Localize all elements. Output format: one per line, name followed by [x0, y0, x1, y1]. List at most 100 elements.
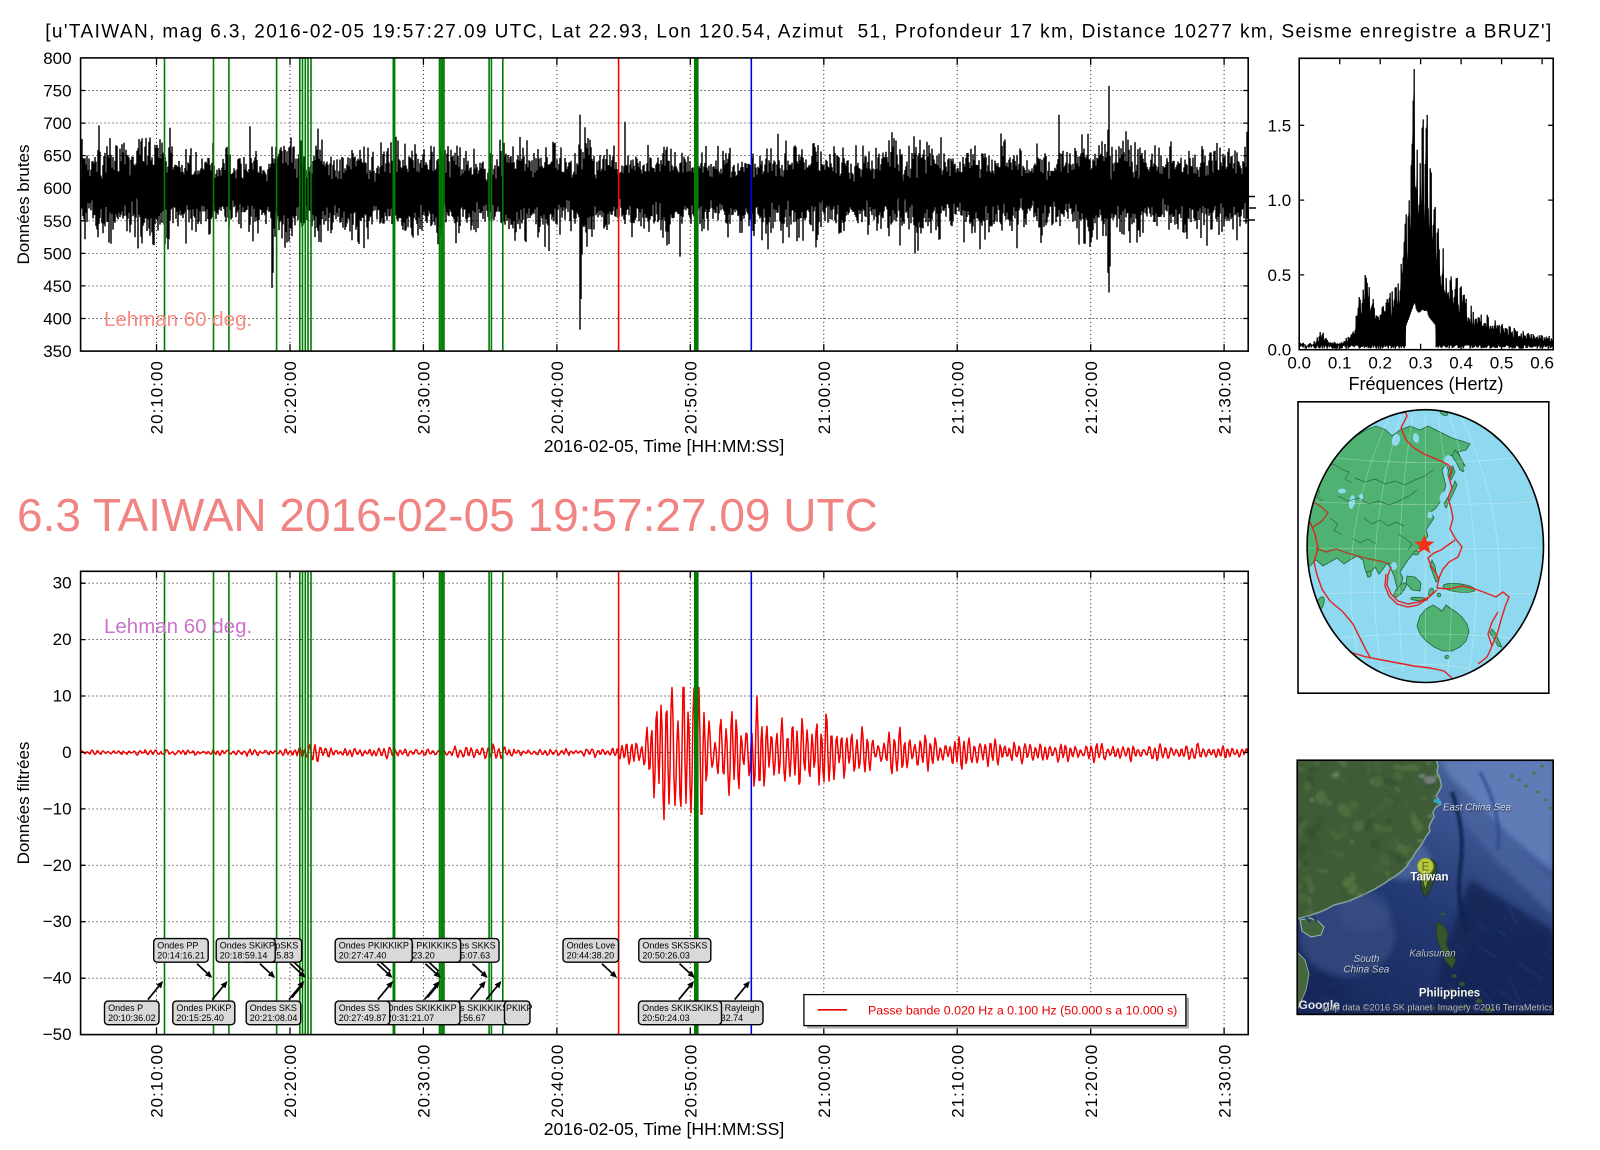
svg-text:20:35:07.63: 20:35:07.63: [443, 950, 491, 960]
svg-text:20:50:00: 20:50:00: [682, 360, 701, 434]
svg-text:−20: −20: [43, 856, 72, 875]
svg-text:0.3: 0.3: [1409, 354, 1433, 373]
svg-text:Ondes PKIKKIKP: Ondes PKIKKIKP: [339, 941, 409, 951]
svg-text:Ondes Rayleigh: Ondes Rayleigh: [696, 1003, 760, 1013]
svg-text:20:50:26.03: 20:50:26.03: [642, 950, 690, 960]
svg-text:Ondes SKiKP: Ondes SKiKP: [220, 941, 275, 951]
svg-text:20:30:00: 20:30:00: [415, 1044, 434, 1118]
svg-text:Ondes Love: Ondes Love: [567, 941, 616, 951]
svg-text:0.4: 0.4: [1449, 354, 1473, 373]
svg-text:20:50:24.03: 20:50:24.03: [642, 1013, 690, 1023]
svg-text:−30: −30: [43, 912, 72, 931]
svg-text:450: 450: [43, 277, 71, 296]
svg-text:20:35:56.67: 20:35:56.67: [438, 1013, 486, 1023]
svg-text:South: South: [1354, 954, 1380, 965]
svg-text:Lehman 60 deg.: Lehman 60 deg.: [104, 615, 252, 638]
svg-text:20: 20: [53, 630, 72, 649]
svg-text:750: 750: [43, 82, 71, 101]
svg-text:−10: −10: [43, 799, 72, 818]
svg-text:China Sea: China Sea: [1344, 965, 1390, 976]
svg-text:20:20:00: 20:20:00: [281, 360, 300, 434]
svg-text:−40: −40: [43, 969, 72, 988]
svg-text:Taiwan: Taiwan: [1411, 872, 1449, 884]
svg-text:20:27:47.40: 20:27:47.40: [339, 950, 387, 960]
svg-text:Map data ©2016 SK planet Imag: Map data ©2016 SK planet Imagery ©2016 T…: [1323, 1003, 1555, 1013]
svg-text:Taiwan: Taiwan: [1410, 872, 1448, 884]
svg-text:550: 550: [43, 212, 71, 231]
svg-text:1.0: 1.0: [1268, 191, 1292, 210]
svg-text:Ondes SKIKSKIKS: Ondes SKIKSKIKS: [642, 1003, 718, 1013]
svg-text:Ondes SKIKKIKS: Ondes SKIKKIKS: [438, 1003, 508, 1013]
svg-text:[u'TAIWAN, mag 6.3, 2016-02-05: [u'TAIWAN, mag 6.3, 2016-02-05 19:57:27.…: [45, 22, 1553, 43]
svg-text:Map data ©2016 SK planet Imag: Map data ©2016 SK planet Imagery ©2016 T…: [1322, 1003, 1554, 1013]
svg-text:20:40:00: 20:40:00: [548, 360, 567, 434]
svg-text:Ondes PP: Ondes PP: [157, 941, 198, 951]
svg-text:South: South: [1354, 955, 1380, 966]
svg-text:30: 30: [53, 574, 72, 593]
svg-text:0.2: 0.2: [1368, 354, 1392, 373]
svg-text:0.5: 0.5: [1490, 354, 1514, 373]
svg-text:Ondes PKiKP: Ondes PKiKP: [176, 1003, 231, 1013]
svg-text:Philippines: Philippines: [1419, 988, 1480, 1000]
svg-text:0.1: 0.1: [1328, 354, 1352, 373]
svg-text:650: 650: [43, 147, 71, 166]
svg-text:800: 800: [43, 49, 71, 68]
svg-text:20:21:08.04: 20:21:08.04: [250, 1013, 298, 1023]
svg-text:10: 10: [53, 687, 72, 706]
svg-text:21:00:00: 21:00:00: [815, 1044, 834, 1118]
svg-text:21:30:00: 21:30:00: [1215, 360, 1234, 434]
svg-text:Ondes SS: Ondes SS: [339, 1003, 380, 1013]
svg-text:350: 350: [43, 342, 71, 361]
svg-text:PKIKP: PKIKP: [506, 1003, 533, 1013]
svg-text:East China Sea: East China Sea: [1444, 803, 1513, 814]
svg-text:20:14:16.21: 20:14:16.21: [157, 950, 205, 960]
svg-text:20:44:38.20: 20:44:38.20: [567, 950, 615, 960]
svg-text:Données brutes: Données brutes: [14, 144, 33, 264]
svg-text:20:40:00: 20:40:00: [548, 1044, 567, 1118]
svg-text:0.0: 0.0: [1287, 354, 1311, 373]
svg-text:Kalusunan: Kalusunan: [1410, 949, 1456, 960]
svg-text:20:50:00: 20:50:00: [682, 1044, 701, 1118]
svg-text:Ondes SKIKKIKP: Ondes SKIKKIKP: [387, 1003, 457, 1013]
svg-text:700: 700: [43, 114, 71, 133]
svg-text:China Sea: China Sea: [1344, 965, 1390, 976]
svg-text:0.5: 0.5: [1268, 266, 1292, 285]
svg-text:Ondes PKIKKIKS: Ondes PKIKKIKS: [387, 941, 457, 951]
svg-text:20:10:00: 20:10:00: [148, 1044, 167, 1118]
svg-text:Ondes SKS: Ondes SKS: [250, 1003, 297, 1013]
svg-text:500: 500: [43, 244, 71, 263]
svg-text:20:31:21.07: 20:31:21.07: [387, 1013, 435, 1023]
svg-text:6.3 TAIWAN 2016-02-05 19:57:27: 6.3 TAIWAN 2016-02-05 19:57:27.09 UTC: [17, 489, 878, 541]
svg-text:Données filtrées: Données filtrées: [14, 742, 33, 865]
svg-text:20:15:25.40: 20:15:25.40: [176, 1013, 224, 1023]
svg-text:Passe bande 0.020 Hz a 0.100 H: Passe bande 0.020 Hz a 0.100 Hz (50.000 …: [868, 1003, 1177, 1017]
svg-text:600: 600: [43, 179, 71, 198]
svg-text:Ondes P: Ondes P: [108, 1003, 143, 1013]
svg-text:Philippines: Philippines: [1420, 988, 1481, 1000]
svg-text:21:30:00: 21:30:00: [1215, 1044, 1234, 1118]
svg-text:20:27:49.87: 20:27:49.87: [339, 1013, 387, 1023]
svg-text:Ondes SKKS: Ondes SKKS: [443, 941, 496, 951]
svg-text:Kalusunan: Kalusunan: [1409, 949, 1455, 960]
svg-text:20:18:59.14: 20:18:59.14: [220, 950, 268, 960]
svg-text:East China Sea: East China Sea: [1443, 803, 1512, 814]
svg-text:Fréquences (Hertz): Fréquences (Hertz): [1348, 374, 1503, 394]
svg-text:Google: Google: [1299, 998, 1341, 1012]
svg-text:2016-02-05, Time [HH:MM:SS]: 2016-02-05, Time [HH:MM:SS]: [544, 1119, 785, 1139]
svg-text:20:30:00: 20:30:00: [415, 360, 434, 434]
svg-text:400: 400: [43, 310, 71, 329]
svg-text:21:10:00: 21:10:00: [948, 1044, 967, 1118]
svg-text:E: E: [1422, 861, 1430, 873]
svg-text:Lehman 60 deg.: Lehman 60 deg.: [104, 308, 252, 331]
svg-text:−50: −50: [43, 1025, 72, 1044]
svg-text:21:20:00: 21:20:00: [1082, 1044, 1101, 1118]
svg-text:0: 0: [62, 743, 71, 762]
svg-text:21:10:00: 21:10:00: [948, 360, 967, 434]
svg-text:21:00:00: 21:00:00: [815, 360, 834, 434]
svg-text:Ondes SKSSKS: Ondes SKSSKS: [642, 941, 707, 951]
svg-text:0.6: 0.6: [1530, 354, 1554, 373]
svg-text:21:20:00: 21:20:00: [1082, 360, 1101, 434]
svg-text:1.5: 1.5: [1268, 116, 1292, 135]
svg-text:20:10:00: 20:10:00: [148, 360, 167, 434]
svg-text:20:20:00: 20:20:00: [281, 1044, 300, 1118]
